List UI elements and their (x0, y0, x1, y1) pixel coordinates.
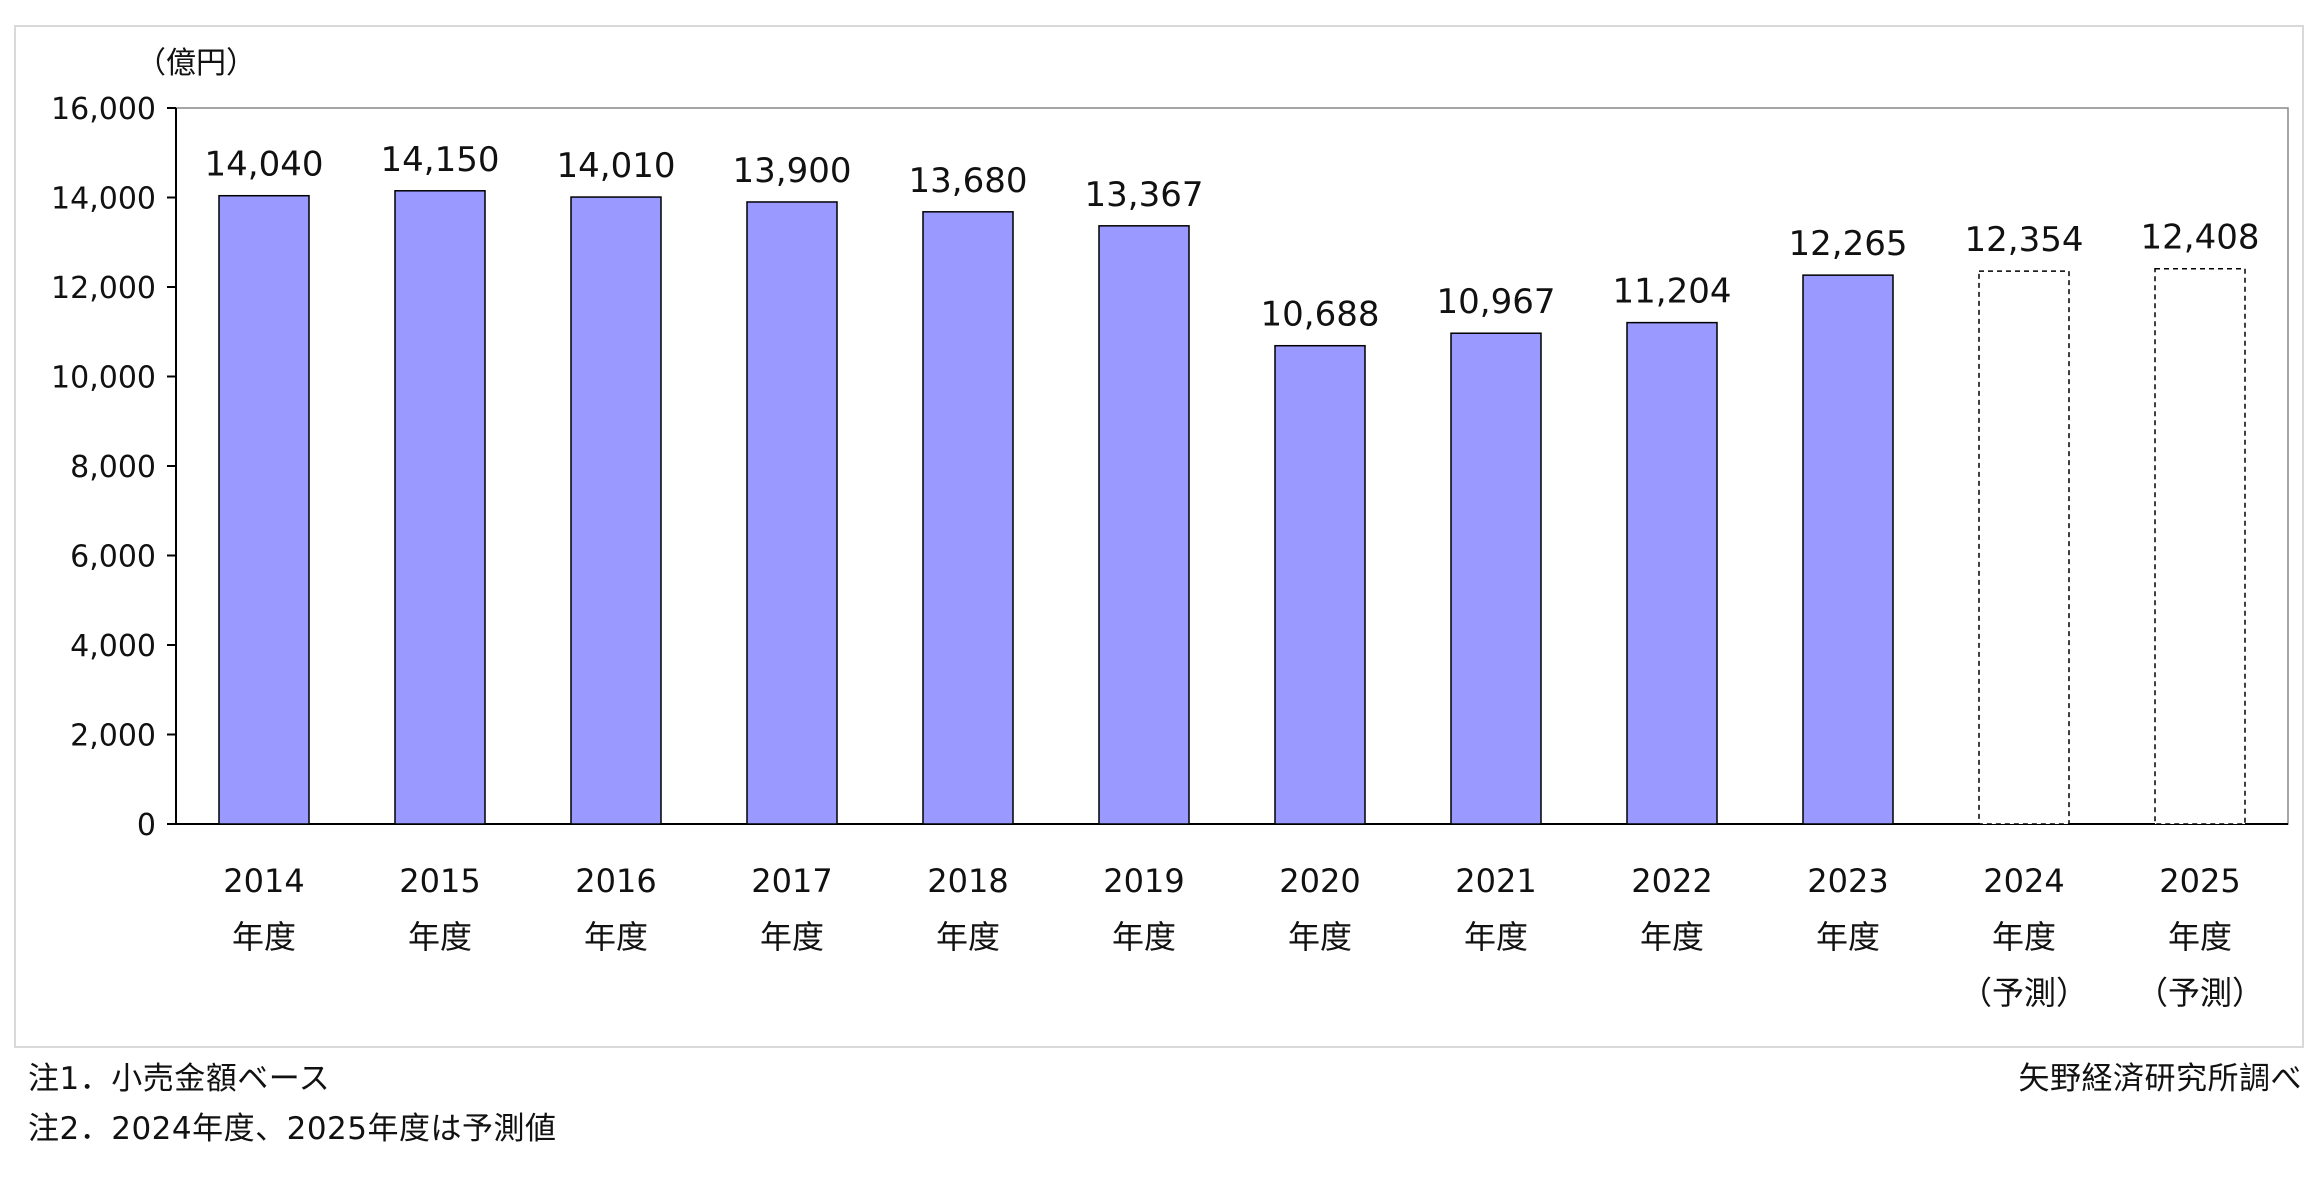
bar-value-label: 14,150 (381, 140, 500, 180)
x-tick-label: 2020 (1279, 862, 1360, 900)
x-tick-label: 年度 (1112, 918, 1176, 956)
footnote-2: 注2．2024年度、2025年度は予測値 (28, 1111, 557, 1147)
y-tick-label: 6,000 (70, 540, 156, 575)
x-tick-label: 2021 (1455, 862, 1536, 900)
x-tick-label: 年度 (1992, 918, 2056, 956)
x-tick-label: 年度 (1640, 918, 1704, 956)
x-tick-label: 2025 (2159, 862, 2240, 900)
bar (1626, 321, 1718, 825)
x-tick-label: 年度 (584, 918, 648, 956)
bar (1274, 344, 1366, 825)
x-tick-label: 2017 (751, 862, 832, 900)
x-tick-label: 年度 (2168, 918, 2232, 956)
x-tick-label: 2023 (1807, 862, 1888, 900)
y-tick-label: 10,000 (51, 361, 156, 396)
y-tick-label: 4,000 (70, 629, 156, 664)
x-tick-label: 年度 (1816, 918, 1880, 956)
y-tick-label: 16,000 (51, 92, 156, 127)
x-tick-label: （予測） (2136, 974, 2264, 1012)
x-tick-label: 年度 (408, 918, 472, 956)
x-tick-label: 2018 (927, 862, 1008, 900)
bar-value-label: 13,680 (909, 161, 1028, 201)
x-tick-label: 年度 (232, 918, 296, 956)
bar (922, 211, 1014, 825)
y-tick-label: 8,000 (70, 450, 156, 485)
bar-value-label: 14,010 (557, 146, 676, 186)
y-tick-label: 14,000 (51, 182, 156, 217)
bar-value-label: 10,688 (1261, 295, 1380, 335)
source-note: 矢野経済研究所調べ (2018, 1061, 2302, 1097)
bar (1450, 332, 1542, 825)
x-tick-label: 2015 (399, 862, 480, 900)
forecast-bar (1978, 270, 2070, 825)
x-tick-label: 2016 (575, 862, 656, 900)
y-tick-label: 0 (137, 808, 156, 843)
bar-value-label: 12,265 (1789, 224, 1908, 264)
x-tick-label: 年度 (1464, 918, 1528, 956)
bar (570, 196, 662, 825)
bar (218, 194, 310, 825)
y-axis-unit-label: （億円） (136, 46, 256, 81)
bar-value-label: 12,354 (1965, 220, 2084, 260)
forecast-bar (2154, 267, 2246, 825)
bar-value-label: 12,408 (2141, 218, 2260, 258)
x-tick-label: 2014 (223, 862, 304, 900)
x-tick-label: 2024 (1983, 862, 2064, 900)
bar (746, 201, 838, 825)
bar-value-label: 11,204 (1613, 272, 1732, 312)
bar (1098, 225, 1190, 825)
bar (394, 190, 486, 825)
bar-value-label: 14,040 (205, 145, 324, 185)
chart-frame: 0 2,000 4,000 6,000 8,000 10,000 12,000 14,000 1… (14, 25, 2304, 1048)
bar-value-label: 13,367 (1085, 175, 1204, 215)
plot-area (175, 107, 2289, 825)
bar-value-label: 13,900 (733, 151, 852, 191)
footnote-1: 注1．小売金額ベース (28, 1061, 331, 1097)
x-tick-label: 年度 (936, 918, 1000, 956)
x-tick-label: （予測） (1960, 974, 2088, 1012)
bar (1802, 274, 1894, 825)
bar-value-label: 10,967 (1437, 282, 1556, 322)
y-tick-label: 2,000 (70, 719, 156, 754)
x-tick-label: 2022 (1631, 862, 1712, 900)
x-tick-label: 2019 (1103, 862, 1184, 900)
x-tick-label: 年度 (760, 918, 824, 956)
bar-chart: 0 2,000 4,000 6,000 8,000 10,000 12,000 14,000 1… (51, 46, 2289, 1012)
y-tick-label: 12,000 (51, 271, 156, 306)
x-tick-label: 年度 (1288, 918, 1352, 956)
